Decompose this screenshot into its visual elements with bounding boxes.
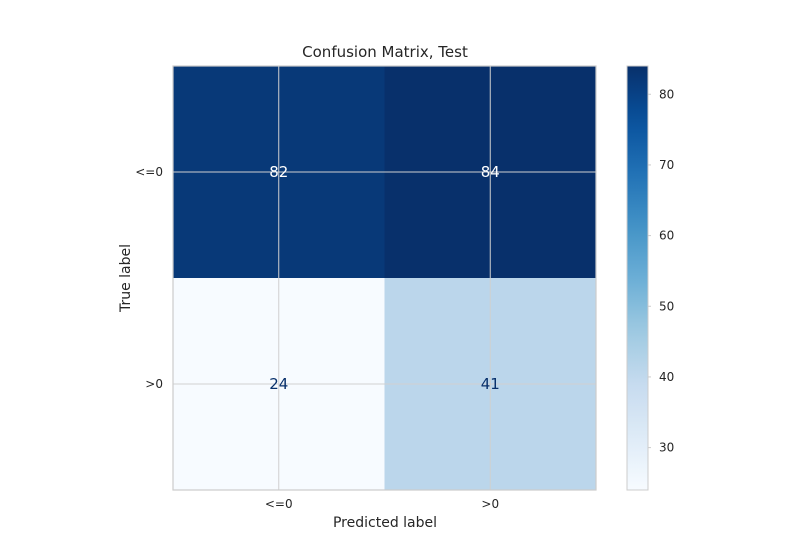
plot-frame	[172, 65, 597, 491]
colorbar-tick-3: 60	[659, 229, 674, 243]
cell-value-labels: 82 84 24 41	[269, 163, 500, 393]
x-tick-0: <=0	[265, 497, 293, 511]
heatmap-grid	[173, 66, 596, 490]
x-tick-1: >0	[481, 497, 499, 511]
cell-value-1-1: 41	[481, 375, 500, 393]
cell-value-0-0: 82	[269, 163, 288, 181]
cell-value-1-0: 24	[269, 375, 288, 393]
colorbar-ticks: 30 40 50 60 70 80	[648, 87, 674, 455]
x-axis-label: Predicted label	[333, 515, 437, 531]
y-tick-labels: <=0 >0	[135, 165, 163, 391]
heatmap-cells	[173, 66, 597, 491]
y-tick-1: >0	[145, 377, 163, 391]
x-tick-labels: <=0 >0	[265, 497, 499, 511]
colorbar-tick-4: 70	[659, 158, 674, 172]
colorbar-tick-2: 50	[659, 299, 674, 313]
cell-value-0-1: 84	[481, 163, 500, 181]
colorbar-tick-0: 30	[659, 441, 674, 455]
colorbar-tick-1: 40	[659, 370, 674, 384]
chart-title: Confusion Matrix, Test	[302, 43, 468, 61]
colorbar-tick-5: 80	[659, 87, 674, 101]
y-axis-label: True label	[118, 244, 134, 313]
colorbar	[626, 65, 649, 491]
y-tick-0: <=0	[135, 165, 163, 179]
